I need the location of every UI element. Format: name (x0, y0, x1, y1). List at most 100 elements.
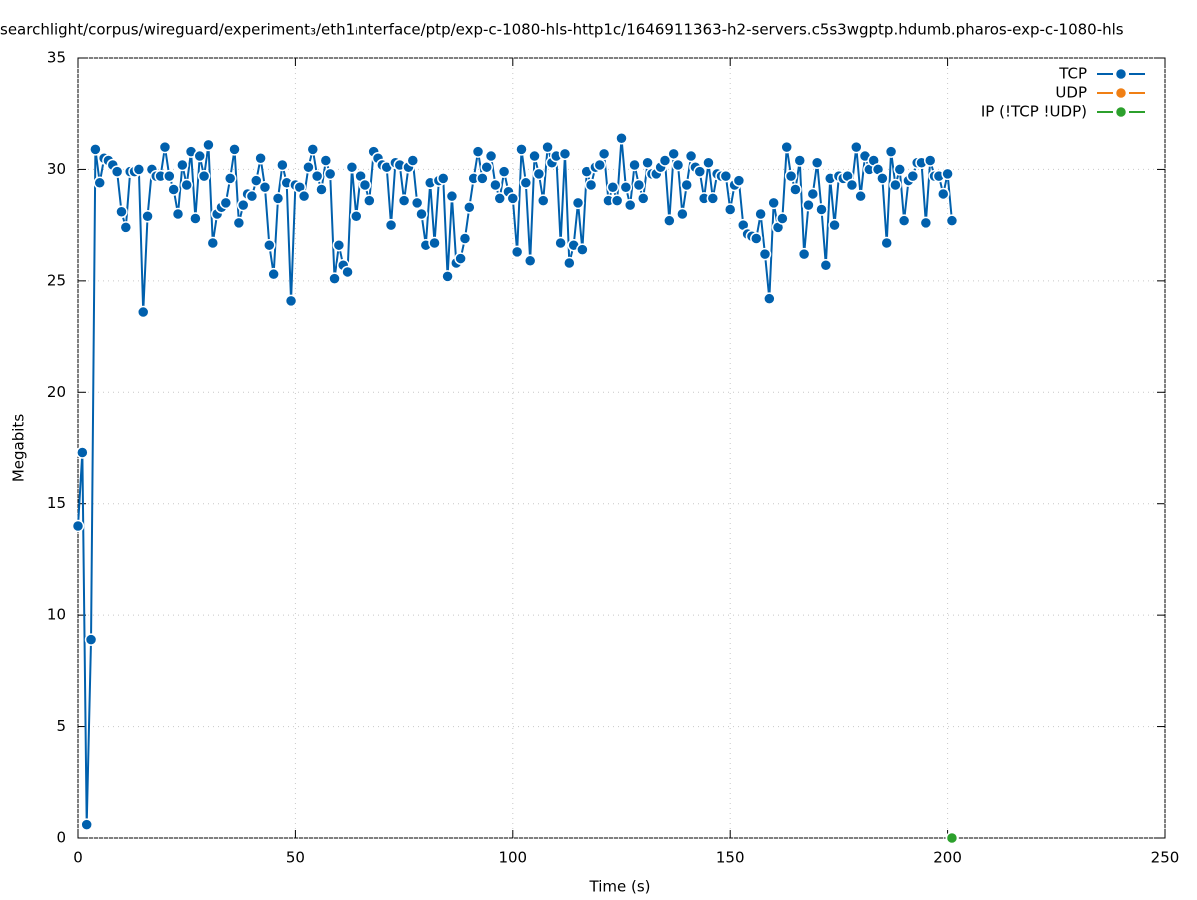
data-point (628, 158, 641, 172)
x-tick-label: 50 (286, 849, 305, 867)
data-point (363, 194, 376, 207)
data-point (619, 181, 633, 194)
data-point (506, 192, 520, 205)
legend-label: IP (!TCP !UDP) (981, 103, 1087, 121)
data-point (937, 187, 950, 201)
data-point (176, 158, 189, 172)
data-point (767, 196, 780, 210)
data-point (763, 292, 776, 305)
data-point (732, 174, 746, 187)
data-point (880, 236, 893, 250)
legend-marker (1114, 67, 1128, 81)
data-point (663, 214, 676, 227)
data-point (854, 189, 867, 203)
data-point (410, 196, 424, 210)
data-point (110, 165, 124, 178)
x-tick-label: 150 (716, 849, 745, 867)
y-axis-label: Megabits (10, 414, 28, 482)
data-point (571, 196, 585, 210)
data-point (776, 212, 789, 225)
data-point (884, 145, 898, 158)
data-point (693, 165, 707, 178)
data-point (850, 140, 863, 154)
data-point (406, 154, 420, 167)
data-point (232, 216, 246, 230)
data-point (197, 169, 211, 183)
data-point (310, 169, 324, 183)
data-point (784, 169, 798, 183)
x-tick-label: 250 (1151, 849, 1180, 867)
data-point (445, 189, 459, 203)
data-point (236, 198, 250, 212)
data-point (576, 243, 589, 256)
data-point (802, 198, 815, 212)
data-point (271, 192, 285, 205)
data-point (306, 143, 320, 156)
data-point (941, 167, 954, 181)
data-point (206, 236, 220, 250)
legend-marker (1114, 105, 1128, 119)
data-point (676, 207, 689, 221)
data-point (245, 189, 259, 203)
data-point (350, 209, 363, 223)
data-point (84, 633, 98, 646)
data-point (258, 181, 272, 194)
data-point (523, 254, 537, 268)
data-point (780, 140, 793, 154)
data-point (489, 178, 502, 192)
data-point (584, 178, 598, 192)
data-point (415, 207, 428, 221)
data-point (441, 270, 454, 283)
data-point (706, 192, 720, 205)
x-axis-label: Time (s) (589, 878, 651, 896)
y-tick-label: 35 (47, 49, 66, 67)
data-point (519, 176, 533, 190)
data-point (554, 236, 567, 250)
data-point (702, 156, 715, 169)
data-point (563, 256, 576, 270)
data-point (476, 172, 489, 185)
data-point (302, 160, 315, 174)
data-point (845, 178, 859, 192)
data-point (80, 818, 93, 831)
data-point (610, 194, 624, 207)
data-point (454, 252, 467, 265)
data-point (384, 218, 398, 232)
y-tick-label: 10 (47, 606, 66, 624)
data-point (480, 160, 493, 174)
data-point (945, 214, 959, 227)
data-point (463, 201, 476, 214)
data-point (89, 143, 102, 156)
data-point (541, 140, 554, 154)
y-tick-label: 15 (47, 494, 66, 512)
data-point (667, 147, 680, 161)
data-point (515, 143, 528, 156)
data-point (810, 156, 824, 169)
data-point (680, 178, 693, 192)
data-point (171, 207, 185, 221)
legend-label: TCP (1058, 65, 1087, 83)
data-point (297, 189, 311, 203)
data-point (254, 152, 267, 165)
data-point (180, 178, 193, 192)
y-tick-label: 30 (47, 160, 66, 178)
data-point (493, 192, 507, 205)
data-point (797, 247, 811, 261)
data-point (163, 169, 176, 183)
data-point (641, 156, 654, 169)
data-point (919, 216, 933, 230)
legend-marker (1114, 86, 1128, 100)
data-point (71, 519, 85, 533)
data-point (793, 154, 807, 167)
data-point (484, 149, 498, 163)
data-point (815, 203, 828, 216)
data-point (889, 178, 902, 192)
data-point (558, 147, 572, 161)
data-point (615, 131, 628, 145)
data-point (923, 154, 937, 167)
data-point (636, 192, 650, 205)
data-point (789, 183, 802, 196)
data-point (341, 265, 354, 279)
data-point (436, 172, 450, 185)
data-point (132, 163, 146, 176)
